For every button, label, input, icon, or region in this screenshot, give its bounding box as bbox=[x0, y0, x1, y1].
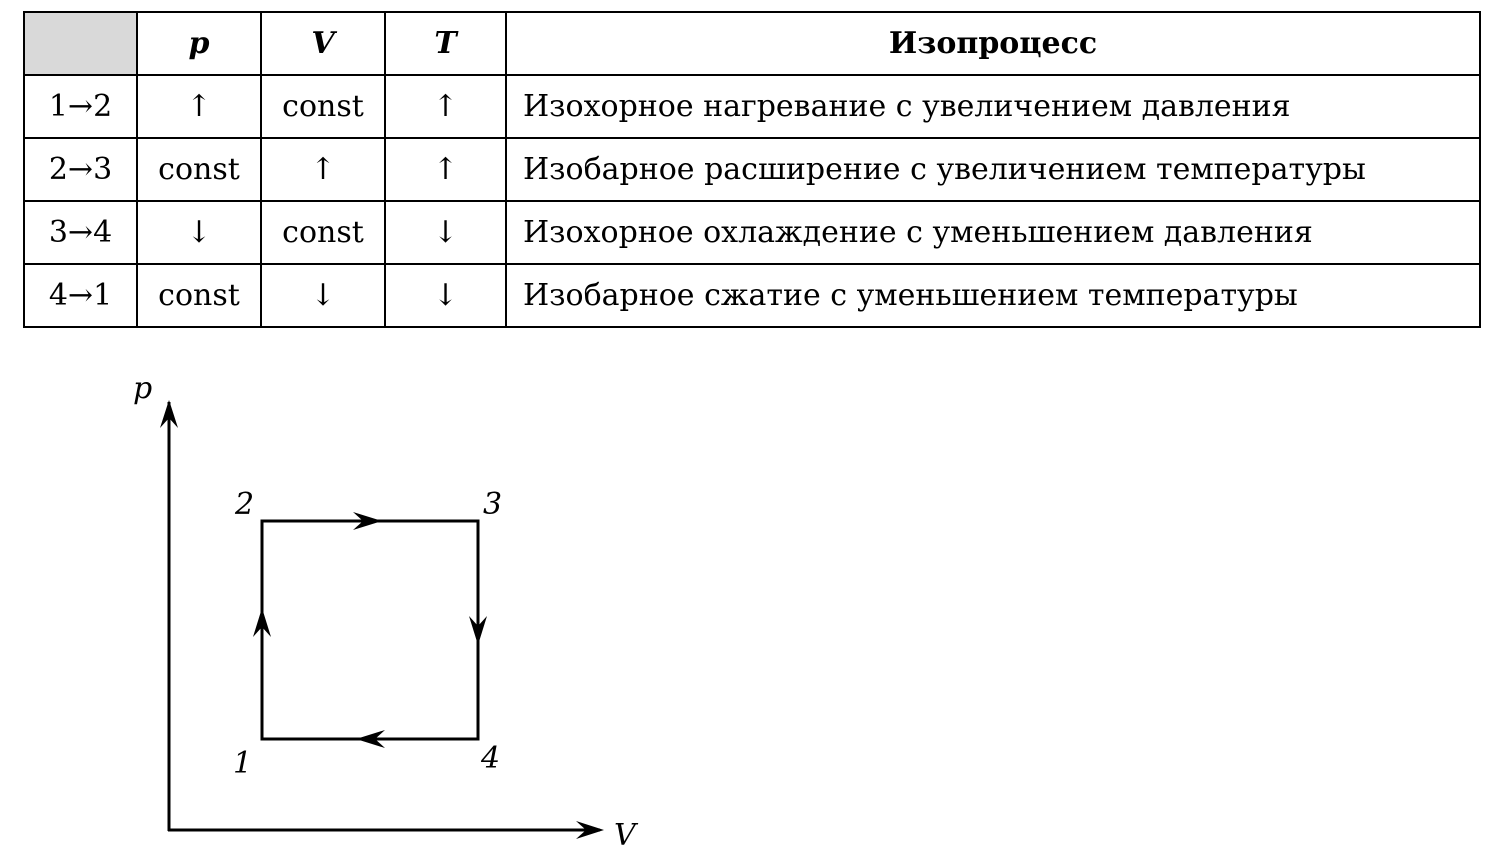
point-label-4: 4 bbox=[480, 741, 500, 776]
table-row: 4→1 const ↓ ↓ Изобарное сжатие с уменьше… bbox=[23, 263, 1481, 328]
process-cell: 1→2 bbox=[23, 74, 138, 139]
v-cell: ↑ bbox=[260, 137, 386, 202]
table-header-row: p V T Изопроцесс bbox=[23, 11, 1481, 76]
corner-cell bbox=[23, 11, 138, 76]
header-t: T bbox=[384, 11, 507, 76]
cycle-rectangle bbox=[260, 519, 480, 741]
p-cell: const bbox=[136, 263, 262, 328]
arrow-4-1-icon bbox=[356, 730, 385, 748]
description-cell: Изохорное охлаждение с уменьшением давле… bbox=[505, 200, 1481, 265]
arrow-2-3-icon bbox=[353, 512, 382, 530]
p-cell: const bbox=[136, 137, 262, 202]
p-axis-arrow-icon bbox=[160, 400, 178, 428]
header-v: V bbox=[260, 11, 386, 76]
process-cell: 2→3 bbox=[23, 137, 138, 202]
arrow-1-2-icon bbox=[253, 608, 271, 637]
description-cell: Изобарное расширение с увеличением темпе… bbox=[505, 137, 1481, 202]
v-cell: ↓ bbox=[260, 263, 386, 328]
p-axis-label: p bbox=[133, 371, 152, 406]
arrow-3-4-icon bbox=[469, 616, 487, 645]
process-cell: 3→4 bbox=[23, 200, 138, 265]
table-row: 2→3 const ↑ ↑ Изобарное расширение с уве… bbox=[23, 137, 1481, 202]
v-axis-label: V bbox=[614, 818, 639, 853]
point-label-2: 2 bbox=[234, 487, 254, 522]
table-row: 3→4 ↓ const ↓ Изохорное охлаждение с уме… bbox=[23, 200, 1481, 265]
point-label-3: 3 bbox=[483, 487, 502, 522]
table-row: 1→2 ↑ const ↑ Изохорное нагревание с уве… bbox=[23, 74, 1481, 139]
t-cell: ↓ bbox=[384, 263, 507, 328]
description-cell: Изобарное сжатие с уменьшением температу… bbox=[505, 263, 1481, 328]
t-cell: ↑ bbox=[384, 74, 507, 139]
header-p: p bbox=[136, 11, 262, 76]
p-cell: ↓ bbox=[136, 200, 262, 265]
point-label-1: 1 bbox=[233, 746, 252, 781]
t-cell: ↓ bbox=[384, 200, 507, 265]
process-cell: 4→1 bbox=[23, 263, 138, 328]
process-table: p V T Изопроцесс 1→2 ↑ const ↑ Изохорное… bbox=[23, 11, 1481, 328]
v-cell: const bbox=[260, 74, 386, 139]
header-isoprocess: Изопроцесс bbox=[505, 11, 1481, 76]
description-cell: Изохорное нагревание с увеличением давле… bbox=[505, 74, 1481, 139]
v-cell: const bbox=[260, 200, 386, 265]
t-cell: ↑ bbox=[384, 137, 507, 202]
v-axis-arrow-icon bbox=[576, 821, 604, 839]
p-cell: ↑ bbox=[136, 74, 262, 139]
